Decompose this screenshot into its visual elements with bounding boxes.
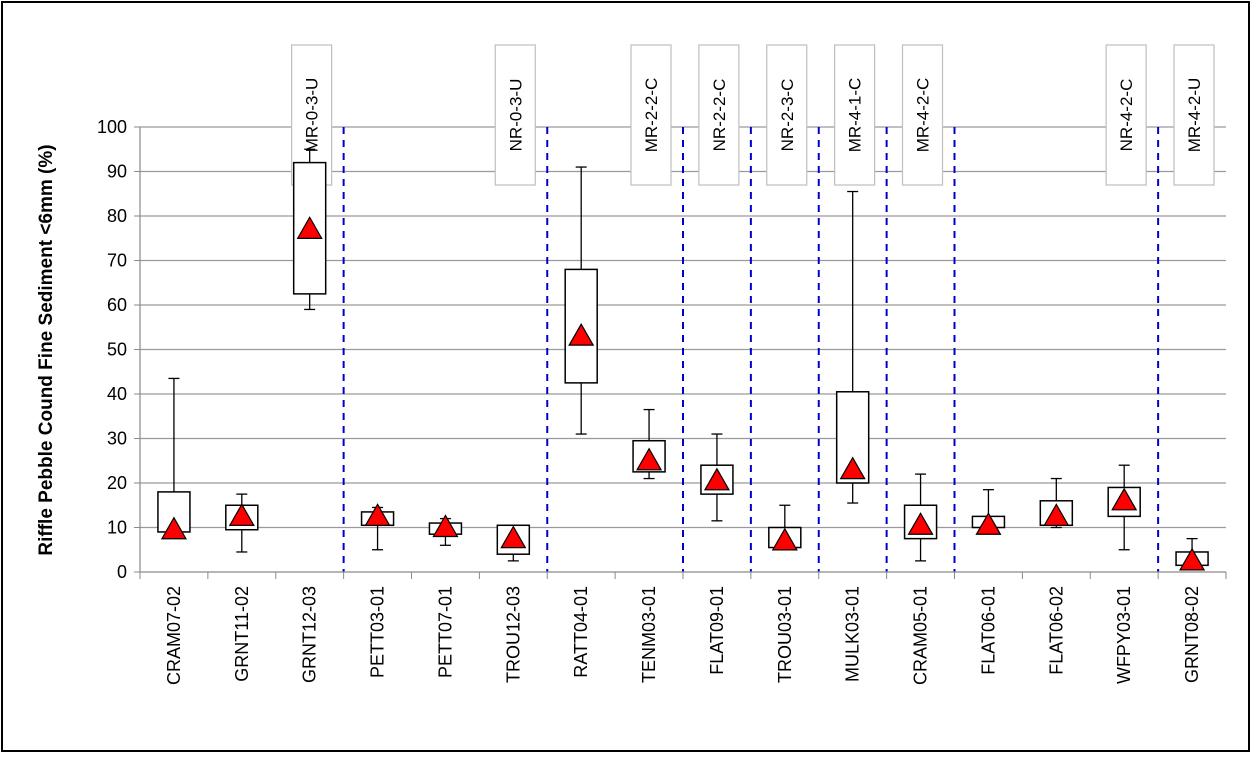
y-tick-label: 90 [107, 162, 127, 182]
group-label: MR-2-2-C [642, 78, 661, 153]
group-label: MR-0-3-U [303, 78, 322, 153]
mean-marker [839, 456, 866, 480]
group-label: MR-4-2-U [1185, 78, 1204, 153]
group-label-box [698, 44, 740, 186]
mean-marker [364, 503, 391, 526]
mean-marker [703, 467, 730, 491]
x-tick-label: GRNT11-02 [232, 586, 252, 682]
x-tick-label: WFPY03-01 [1114, 586, 1134, 684]
mean-marker [432, 514, 459, 538]
group-label: NR-0-3-U [506, 79, 525, 152]
x-tick-label: FLAT06-02 [1046, 586, 1066, 675]
box [564, 268, 598, 384]
group-label-box [901, 44, 944, 186]
y-tick-label: 100 [97, 117, 127, 137]
mean-marker [568, 322, 595, 346]
y-tick-label: 30 [107, 429, 127, 449]
mean-marker [160, 516, 187, 540]
mean-marker [1111, 487, 1138, 511]
group-label-box [630, 44, 672, 186]
y-tick-label: 80 [107, 206, 127, 226]
group-label: MR-4-2-C [914, 78, 933, 153]
x-tick-label: FLAT06-01 [978, 586, 998, 675]
mean-marker [907, 512, 934, 535]
mean-marker [1043, 503, 1070, 526]
group-label: MR-4-1-C [846, 78, 865, 153]
x-tick-label: TROU03-01 [775, 586, 795, 683]
mean-marker [636, 447, 663, 471]
y-tick-label: 70 [107, 251, 127, 271]
y-tick-label: 50 [107, 340, 127, 360]
y-tick-label: 40 [107, 384, 127, 404]
group-label-box [766, 44, 808, 186]
x-tick-label: GRNT08-02 [1182, 586, 1202, 683]
x-tick-label: CRAM07-02 [164, 586, 184, 685]
x-tick-label: FLAT09-01 [707, 586, 727, 675]
group-label-box [1173, 44, 1215, 186]
group-labels: MR-0-3-U NR-0-3-U MR-2-2-C NR-2-2-C NR-2-3-C… [291, 44, 1215, 572]
boxes [157, 148, 1209, 571]
group-label-box [834, 44, 876, 186]
mean-marker [296, 216, 323, 239]
y-tick-label: 20 [107, 473, 127, 493]
mean-marker [1179, 547, 1206, 571]
group-label-box [494, 44, 536, 186]
x-tick-label: TENM03-01 [639, 586, 659, 683]
y-tick-label: 0 [117, 562, 127, 582]
y-tick-label: 10 [107, 518, 127, 538]
x-tick-label: PETT07-01 [435, 586, 455, 678]
mean-marker [228, 503, 255, 526]
group-label: NR-2-2-C [710, 79, 729, 152]
mean-marker [771, 527, 798, 551]
y-axis-label: Riffle Pebble Cound Fine Sediment <6mm (… [36, 144, 57, 555]
mean-marker [500, 525, 527, 549]
group-label: NR-4-2-C [1117, 79, 1136, 152]
x-tick-label: MULK03-01 [843, 586, 863, 682]
axes: 0 10 20 30 40 50 60 70 80 90 100 CRAM07-02 GRNT11-02… [97, 117, 1227, 685]
y-tick-label: 60 [107, 295, 127, 315]
group-label-box [291, 44, 333, 186]
x-tick-label: PETT03-01 [368, 586, 388, 678]
mean-marker [975, 512, 1002, 535]
x-tick-label: GRNT12-03 [300, 586, 320, 683]
x-tick-label: CRAM05-01 [911, 586, 931, 685]
x-tick-label: TROU12-03 [503, 586, 523, 683]
group-label-box [1105, 44, 1147, 186]
group-label: NR-2-3-C [778, 79, 797, 152]
x-tick-label: RATT04-01 [571, 586, 591, 678]
